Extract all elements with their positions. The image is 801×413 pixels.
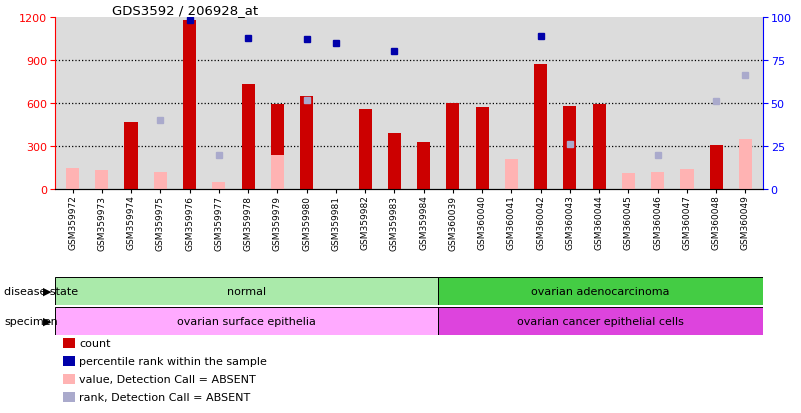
Bar xyxy=(95,171,108,190)
Bar xyxy=(212,183,225,190)
Bar xyxy=(359,109,372,190)
Bar xyxy=(593,105,606,190)
Bar xyxy=(124,122,138,190)
Bar xyxy=(55,277,438,305)
Text: ovarian cancer epithelial cells: ovarian cancer epithelial cells xyxy=(517,316,684,326)
Text: rank, Detection Call = ABSENT: rank, Detection Call = ABSENT xyxy=(79,392,250,402)
Bar xyxy=(300,97,313,190)
Text: ovarian surface epithelia: ovarian surface epithelia xyxy=(177,316,316,326)
Bar xyxy=(680,169,694,190)
Bar xyxy=(438,307,763,335)
Bar xyxy=(476,108,489,190)
Text: specimen: specimen xyxy=(4,316,58,326)
Bar xyxy=(438,277,763,305)
Bar xyxy=(271,105,284,190)
Bar xyxy=(446,104,460,190)
Text: ▶: ▶ xyxy=(43,286,52,296)
Bar xyxy=(242,85,255,190)
Bar xyxy=(739,140,752,190)
Text: ovarian adenocarcinoma: ovarian adenocarcinoma xyxy=(532,286,670,296)
Text: GDS3592 / 206928_at: GDS3592 / 206928_at xyxy=(111,4,258,17)
Bar xyxy=(271,155,284,190)
Text: percentile rank within the sample: percentile rank within the sample xyxy=(79,356,267,366)
Text: ▶: ▶ xyxy=(43,316,52,326)
Text: value, Detection Call = ABSENT: value, Detection Call = ABSENT xyxy=(79,374,256,384)
Text: count: count xyxy=(79,338,111,348)
Bar xyxy=(183,21,196,190)
Bar xyxy=(563,107,577,190)
Bar xyxy=(622,174,635,190)
Bar xyxy=(388,134,401,190)
Bar xyxy=(651,172,664,190)
Bar xyxy=(534,65,547,190)
Text: normal: normal xyxy=(227,286,266,296)
Bar xyxy=(710,145,723,190)
Bar xyxy=(55,307,438,335)
Bar xyxy=(505,159,518,190)
Text: disease state: disease state xyxy=(4,286,78,296)
Bar xyxy=(154,172,167,190)
Bar xyxy=(417,142,430,190)
Bar xyxy=(66,168,79,190)
